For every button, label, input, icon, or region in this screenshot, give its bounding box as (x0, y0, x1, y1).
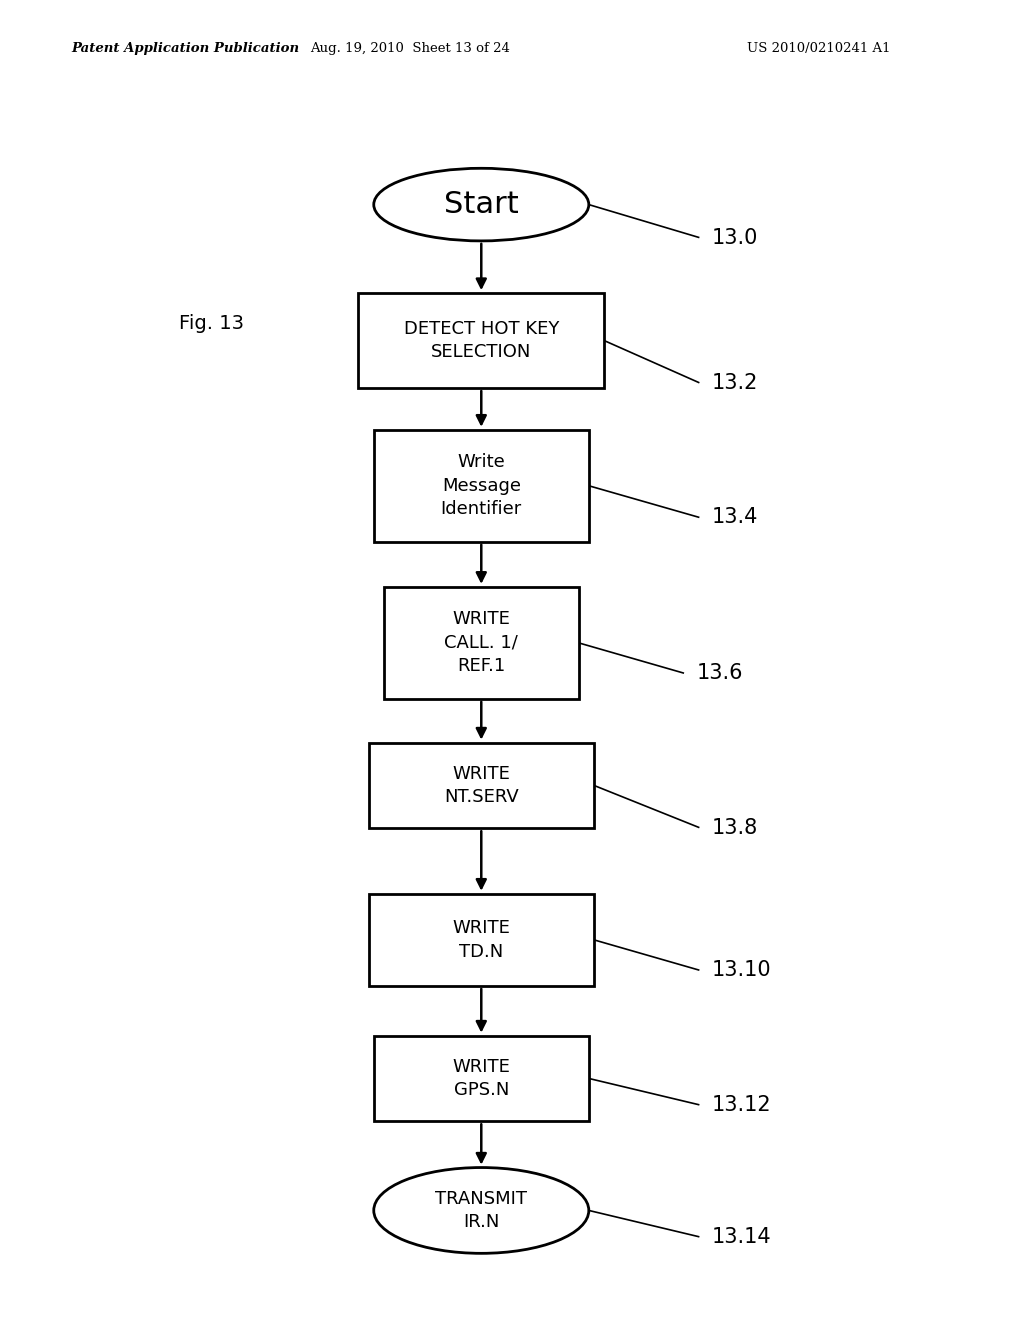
Bar (358, 293, 604, 388)
Bar (384, 586, 579, 700)
Text: 13.14: 13.14 (712, 1226, 771, 1247)
Text: Start: Start (444, 190, 518, 219)
Text: WRITE
NT.SERV: WRITE NT.SERV (444, 764, 518, 807)
Bar (374, 430, 589, 541)
Text: WRITE
GPS.N: WRITE GPS.N (453, 1057, 510, 1100)
Text: US 2010/0210241 A1: US 2010/0210241 A1 (748, 42, 891, 55)
Text: Fig. 13: Fig. 13 (179, 314, 244, 333)
Text: 13.2: 13.2 (712, 372, 758, 393)
Text: 13.12: 13.12 (712, 1094, 771, 1115)
Bar (369, 742, 594, 829)
Text: 13.0: 13.0 (712, 227, 758, 248)
Text: WRITE
TD.N: WRITE TD.N (453, 919, 510, 961)
Text: TRANSMIT
IR.N: TRANSMIT IR.N (435, 1189, 527, 1232)
Text: 13.4: 13.4 (712, 507, 758, 528)
Text: DETECT HOT KEY
SELECTION: DETECT HOT KEY SELECTION (403, 319, 559, 362)
Text: Write
Message
Identifier: Write Message Identifier (440, 453, 522, 519)
Ellipse shape (374, 169, 589, 242)
Text: WRITE
CALL. 1/
REF.1: WRITE CALL. 1/ REF.1 (444, 610, 518, 676)
Text: Aug. 19, 2010  Sheet 13 of 24: Aug. 19, 2010 Sheet 13 of 24 (309, 42, 510, 55)
Text: Patent Application Publication: Patent Application Publication (72, 42, 300, 55)
Text: 13.8: 13.8 (712, 817, 758, 838)
Bar (374, 1035, 589, 1122)
Bar (369, 894, 594, 986)
Text: 13.6: 13.6 (696, 663, 742, 684)
Ellipse shape (374, 1167, 589, 1254)
Text: 13.10: 13.10 (712, 960, 771, 981)
